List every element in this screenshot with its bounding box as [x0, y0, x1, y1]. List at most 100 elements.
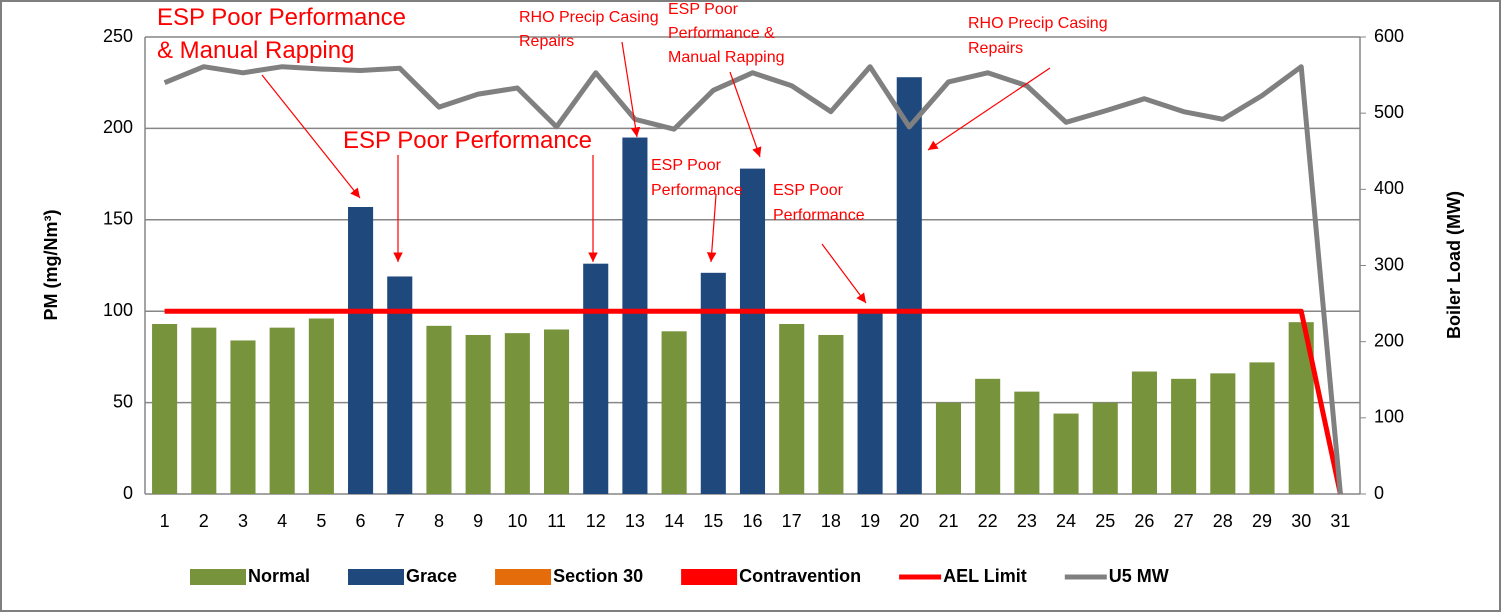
x-tick-label: 14 [664, 511, 684, 531]
y2-tick-label: 600 [1374, 26, 1404, 46]
x-tick-label: 11 [547, 511, 566, 531]
line [164, 308, 1343, 495]
annotation: ESP Poor [651, 157, 722, 174]
bar [308, 318, 334, 494]
bar [739, 168, 766, 494]
bar [818, 334, 844, 494]
x-tick-label: 24 [1056, 511, 1076, 531]
legend-swatch [681, 569, 738, 585]
x-tick-label: 30 [1291, 511, 1311, 531]
bar [661, 331, 687, 494]
bar [348, 207, 374, 494]
legend-swatch [495, 569, 552, 585]
bar [896, 77, 922, 494]
annotation-arrow [927, 67, 1051, 151]
x-tick-label: 3 [238, 511, 248, 531]
legend-label: Section 30 [553, 566, 643, 586]
x-tick-label: 26 [1134, 511, 1154, 531]
x-tick-label: 23 [1017, 511, 1037, 531]
bar [700, 272, 726, 494]
bar [465, 334, 491, 494]
x-tick-label: 10 [507, 511, 527, 531]
bar [426, 325, 452, 494]
bar [583, 263, 609, 494]
annotation: Repairs [968, 40, 1023, 57]
x-tick-label: 17 [782, 511, 802, 531]
x-tick-label: 29 [1252, 511, 1272, 531]
bar [1249, 362, 1275, 494]
annotation: & Manual Rapping [157, 37, 354, 64]
annotation: RHO Precip Casing [968, 15, 1108, 32]
bar [857, 311, 883, 494]
annotation: Performance [773, 207, 865, 224]
bar [1131, 371, 1157, 494]
x-tick-label: 4 [277, 511, 287, 531]
annotation: ESP Poor [668, 1, 739, 18]
annotation-arrow [729, 71, 762, 158]
annotation: Performance [651, 182, 743, 199]
bar [935, 402, 962, 494]
y-axis-title: PM (mg/Nm³) [41, 210, 61, 321]
x-tick-label: 21 [938, 511, 958, 531]
annotation: ESP Poor [773, 182, 844, 199]
bar [152, 323, 178, 494]
legend-label: U5 MW [1109, 566, 1169, 586]
y-tick-label: 150 [103, 209, 133, 229]
annotation: ESP Poor Performance [157, 4, 406, 31]
x-tick-label: 15 [703, 511, 723, 531]
annotation-arrow [261, 74, 361, 199]
y-tick-label: 0 [123, 483, 133, 503]
legend-label: AEL Limit [943, 566, 1027, 586]
x-tick-label: 1 [160, 511, 170, 531]
x-tick-label: 31 [1330, 511, 1350, 531]
line [163, 64, 1343, 495]
bar [975, 378, 1001, 494]
bar [269, 327, 295, 494]
x-tick-label: 27 [1174, 511, 1194, 531]
y-tick-label: 50 [113, 391, 133, 411]
y2-tick-label: 0 [1374, 483, 1384, 503]
y2-axis-title: Boiler Load (MW) [1444, 191, 1464, 339]
annotation-arrow [621, 41, 641, 138]
annotation: Repairs [519, 33, 574, 50]
x-tick-label: 22 [978, 511, 998, 531]
x-tick-label: 9 [473, 511, 483, 531]
bar [622, 137, 648, 495]
bar [504, 333, 530, 494]
y-tick-label: 250 [103, 26, 133, 46]
x-tick-label: 5 [316, 511, 326, 531]
x-tick-label: 19 [860, 511, 880, 531]
bar [1014, 391, 1040, 494]
legend-label: Grace [406, 566, 457, 586]
legend-label: Contravention [739, 566, 861, 586]
bar [230, 340, 256, 494]
x-tick-label: 2 [199, 511, 209, 531]
bar [779, 323, 805, 494]
y2-tick-label: 500 [1374, 102, 1404, 122]
annotation: RHO Precip Casing [519, 9, 659, 26]
x-tick-label: 8 [434, 511, 444, 531]
y2-tick-label: 300 [1374, 254, 1404, 274]
bar [1092, 402, 1118, 494]
x-tick-label: 7 [395, 511, 405, 531]
x-tick-label: 18 [821, 511, 841, 531]
y2-tick-label: 400 [1374, 178, 1404, 198]
y-tick-label: 100 [103, 300, 133, 320]
y-tick-label: 200 [103, 117, 133, 137]
bar [1171, 378, 1197, 494]
y2-tick-label: 100 [1374, 407, 1404, 427]
bar [1210, 373, 1236, 494]
annotation: Manual Rapping [668, 49, 785, 66]
annotation: Performance & [668, 25, 775, 42]
x-tick-label: 28 [1213, 511, 1233, 531]
legend-label: Normal [248, 566, 310, 586]
legend-swatch [190, 569, 246, 585]
legend-swatch [348, 569, 405, 585]
x-tick-label: 13 [625, 511, 645, 531]
x-tick-label: 12 [586, 511, 606, 531]
bar [1053, 413, 1079, 494]
annotation-arrow [821, 243, 867, 304]
x-tick-label: 20 [899, 511, 919, 531]
bar [191, 327, 217, 494]
